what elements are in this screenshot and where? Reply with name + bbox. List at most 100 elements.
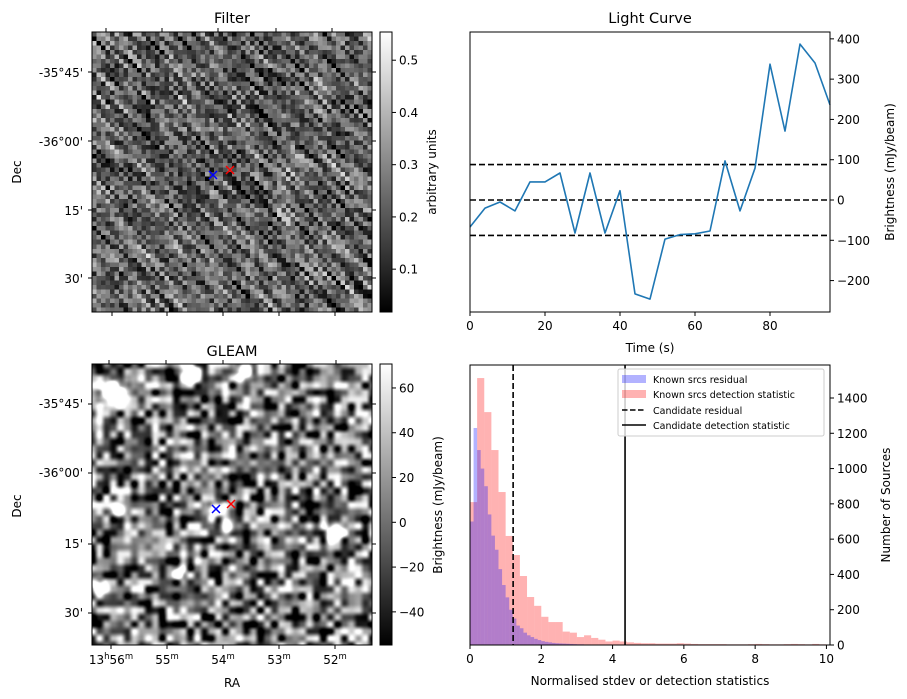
- histogram-bar: [498, 569, 503, 645]
- histogram-bar: [662, 643, 670, 645]
- histogram-bar: [509, 609, 513, 645]
- light-curve-title: Light Curve: [608, 11, 692, 27]
- histogram-plot: [470, 365, 827, 645]
- histogram-bar: [566, 643, 570, 645]
- histogram-bar: [523, 632, 528, 645]
- histogram-bar: [537, 640, 542, 645]
- histogram-bar: [470, 502, 478, 645]
- histogram-bar: [516, 625, 520, 645]
- known-srcs-residual-bars: [470, 427, 667, 645]
- y-tick-label: 300: [837, 73, 860, 87]
- filter-title: Filter: [214, 11, 250, 27]
- colorbar-tick-label: 0: [399, 516, 407, 530]
- gleam-colorbar-label: Brightness (mJy/beam): [431, 436, 445, 574]
- filter-panel: Filter -35°45' -36°00' 15' 30' Dec 0.10.…: [10, 11, 439, 316]
- y-tick-label: 600: [837, 533, 860, 547]
- histogram-bar: [562, 643, 567, 645]
- histogram-bar: [576, 637, 585, 645]
- colorbar-tick-label: 0.4: [399, 106, 418, 120]
- histogram-bar: [519, 576, 528, 645]
- light-curve-frame: [469, 31, 831, 313]
- colorbar-tick-label: 60: [399, 381, 414, 395]
- histogram-xlabel: Normalised stdev or detection statistics: [531, 674, 770, 688]
- histogram-bar: [512, 555, 520, 645]
- ra-tick-label: 52m: [323, 652, 347, 667]
- histogram-bar: [755, 643, 763, 645]
- histogram-bar: [487, 514, 492, 645]
- histogram-bar: [498, 492, 506, 645]
- candidate-position-marker: [211, 504, 221, 514]
- colorbar-tick-label: 0.1: [399, 263, 418, 277]
- light-curve-plot: [469, 43, 831, 300]
- histogram-bar: [484, 412, 492, 645]
- x-tick-label: 6: [680, 652, 688, 666]
- x-tick-label: 0: [466, 319, 474, 333]
- filter-dec-tick-label: -35°45': [39, 66, 83, 80]
- y-tick-label: 200: [837, 113, 860, 127]
- histogram-bar: [605, 641, 613, 645]
- gleam-title: GLEAM: [207, 344, 258, 360]
- x-tick-label: 0: [466, 652, 474, 666]
- ra-tick-label: 13h56m: [89, 652, 133, 667]
- gleam-colorbar: [379, 363, 393, 646]
- histogram-bar: [669, 643, 677, 645]
- gleam-dec-tick-label: 30': [64, 606, 83, 620]
- histogram-bar: [812, 643, 820, 645]
- histogram-bar: [584, 635, 592, 645]
- histogram-bar: [619, 641, 627, 645]
- legend-label-candidate-detection: Candidate detection statistic: [653, 421, 790, 432]
- histogram-bar: [648, 643, 656, 645]
- gleam-dec-tick-label: -35°45': [39, 397, 83, 411]
- gleam-panel: GLEAM -35°45' -36°00' 15' 30' Dec 13h56m…: [10, 344, 445, 690]
- gleam-dec-tick-label: 15': [64, 537, 83, 551]
- histogram-bar: [655, 643, 663, 645]
- known-source-position-marker: [225, 165, 235, 175]
- y-tick-label: −100: [837, 234, 870, 248]
- histogram-bar: [484, 486, 488, 645]
- colorbar-tick-label: 0.3: [399, 158, 418, 172]
- histogram-frame: [469, 364, 831, 646]
- histogram-bar: [512, 618, 517, 645]
- histogram-bar: [534, 605, 542, 645]
- x-tick-label: 80: [762, 319, 777, 333]
- histogram-bar: [683, 643, 691, 645]
- histogram-bar: [612, 640, 620, 645]
- colorbar-tick-label: 0.2: [399, 210, 418, 224]
- legend-label-detection: Known srcs detection statistic: [653, 390, 795, 401]
- histogram-bar: [527, 597, 535, 645]
- histogram-bar: [480, 468, 485, 645]
- filter-ticks: [88, 28, 376, 316]
- histogram-bar: [569, 632, 577, 645]
- histogram-ylabel: Number of Sources: [879, 448, 893, 563]
- candidate-position-marker: [208, 170, 218, 180]
- colorbar-tick-label: −40: [399, 605, 424, 619]
- histogram-bar: [641, 643, 649, 645]
- gleam-markers: [211, 499, 236, 514]
- filter-dec-tick-label: -36°00': [39, 135, 83, 149]
- histogram-bar: [548, 622, 556, 645]
- histogram-bar: [569, 643, 574, 645]
- y-tick-label: 200: [837, 603, 860, 617]
- legend-label-residual: Known srcs residual: [653, 375, 747, 386]
- histogram-bar: [519, 628, 524, 645]
- histogram-bar: [544, 641, 549, 645]
- histogram-bar: [477, 378, 485, 645]
- histogram-bar: [559, 643, 563, 645]
- gleam-colorbar-ticks: −40 −20 0 20 40 60: [392, 381, 424, 619]
- legend-label-candidate-residual: Candidate residual: [653, 406, 742, 417]
- histogram-bar: [494, 549, 499, 645]
- histogram-bar: [491, 450, 499, 645]
- histogram-bar: [491, 535, 495, 645]
- ra-tick-label: 54m: [211, 652, 235, 667]
- filter-dec-tick-label: 15': [64, 204, 83, 218]
- histogram-bar: [505, 597, 510, 645]
- filter-colorbar-label: arbitrary units: [425, 129, 439, 215]
- gleam-ra-tick-labels: 13h56m 55m 54m 53m 52m: [89, 652, 347, 667]
- histogram-bar: [541, 616, 549, 645]
- histogram-bar: [541, 641, 545, 645]
- y-tick-label: 400: [837, 32, 860, 46]
- histogram-bar: [530, 637, 535, 645]
- light-curve-xlabel: Time (s): [625, 341, 675, 355]
- x-tick-label: 2: [537, 652, 545, 666]
